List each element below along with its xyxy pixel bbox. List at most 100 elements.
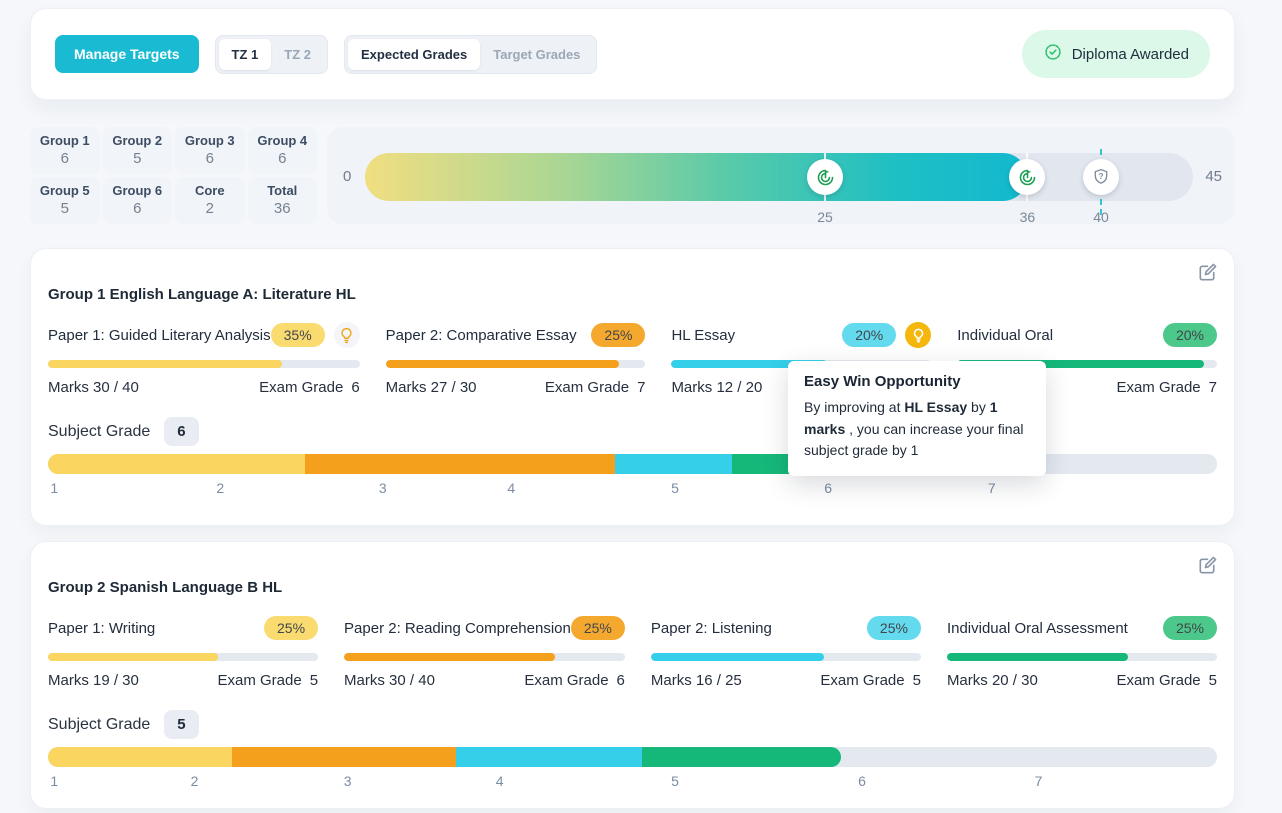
grade-scale-number: 2 — [216, 480, 225, 496]
papers-row: Paper 1: Writing 25% Marks 19 / 30 Exam … — [48, 614, 1217, 689]
grade-scale-segment-cyan — [455, 747, 642, 767]
summary-cell-value: 5 — [133, 150, 142, 167]
paper-name: Individual Oral — [957, 326, 1054, 344]
grade-scale-segment-orange — [305, 454, 615, 474]
grade-scale-segment-orange — [231, 747, 456, 767]
paper-block: Paper 1: Writing 25% Marks 19 / 30 Exam … — [48, 614, 319, 689]
grade-scale-labels: 1 2 3 4 5 6 7 — [48, 480, 1217, 498]
paper-block: Individual Oral Assessment 25% Marks 20 … — [946, 614, 1217, 689]
grade-mode-toggle: Expected Grades Target Grades — [344, 34, 598, 74]
tz-option-tz-2[interactable]: TZ 2 — [271, 39, 324, 70]
points-fill — [365, 153, 1028, 201]
grade-scale-number: 3 — [343, 773, 352, 789]
paper-name: HL Essay — [671, 326, 736, 344]
paper-footer: Marks 30 / 40 Exam Grade 6 — [48, 379, 360, 396]
grade-option-target-grades[interactable]: Target Grades — [480, 39, 593, 70]
summary-cell: Total 36 — [247, 177, 317, 224]
summary-cell-value: 6 — [278, 150, 287, 167]
paper-progress-track — [650, 653, 921, 661]
paper-footer: Marks 19 / 30 Exam Grade 5 — [48, 672, 318, 689]
summary-cell-value: 6 — [205, 150, 214, 167]
paper-exam-grade: Exam Grade 7 — [1116, 379, 1217, 396]
group-summary-grid: Group 1 6 Group 2 5 Group 3 6 Group 4 6 … — [30, 127, 317, 224]
marker-value-label: 25 — [817, 209, 833, 225]
paper-exam-grade: Exam Grade 6 — [259, 379, 360, 396]
paper-exam-grade: Exam Grade 6 — [524, 672, 625, 689]
paper-name: Paper 2: Reading Comprehension — [344, 619, 571, 637]
grade-scale-segment-yellow — [48, 747, 232, 767]
grade-scale-segment-track — [840, 747, 1217, 767]
subject-grade-badge: 6 — [164, 417, 199, 446]
paper-progress-fill — [946, 653, 1128, 661]
paper-marks: Marks 20 / 30 — [946, 672, 1038, 689]
paper-weight-badge: 25% — [866, 616, 921, 640]
subject-grade-row: Subject Grade 6 — [48, 417, 199, 446]
paper-exam-grade: Exam Grade 5 — [1116, 672, 1217, 689]
paper-marks: Marks 30 / 40 — [344, 672, 435, 689]
subject-title: Group 2 Spanish Language B HL — [48, 579, 283, 596]
paper-marks: Marks 30 / 40 — [48, 379, 139, 396]
shield-question-icon[interactable]: ? — [1083, 159, 1119, 195]
top-toolbar: Manage Targets TZ 1 TZ 2 Expected Grades T… — [30, 8, 1235, 100]
paper-header: Paper 2: Reading Comprehension 25% — [344, 614, 625, 642]
grade-scale-labels: 1 2 3 4 5 6 7 — [48, 773, 1217, 791]
grade-scale-number: 1 — [50, 773, 59, 789]
edit-subject-button[interactable] — [1194, 554, 1220, 580]
paper-progress-track — [385, 360, 646, 368]
summary-cell: Group 4 6 — [247, 127, 317, 174]
easy-win-tooltip: Easy Win Opportunity By improving at HL … — [788, 361, 1046, 477]
paper-name: Paper 1: Writing — [48, 619, 156, 637]
paper-progress-track — [946, 653, 1217, 661]
tz-option-tz-1[interactable]: TZ 1 — [218, 38, 272, 70]
paper-header: Paper 2: Comparative Essay 25% — [386, 321, 646, 349]
paper-progress-fill — [48, 360, 282, 368]
grade-scale-number: 6 — [858, 773, 866, 789]
grade-scale-number: 2 — [190, 773, 199, 789]
grade-scale-number: 5 — [671, 773, 679, 789]
lightbulb-icon[interactable] — [905, 322, 932, 348]
paper-footer: Marks 16 / 25 Exam Grade 5 — [651, 672, 921, 689]
goal-icon[interactable] — [1009, 159, 1046, 195]
summary-cell-value: 6 — [133, 200, 142, 217]
paper-weight-badge: 20% — [1162, 323, 1217, 347]
grade-scale-number: 6 — [824, 480, 832, 496]
paper-marks: Marks 19 / 30 — [48, 672, 139, 689]
subject-grade-label: Subject Grade — [48, 715, 151, 733]
points-min-label: 0 — [343, 168, 352, 185]
diploma-status-label: Diploma Awarded — [1071, 45, 1189, 63]
summary-cell: Group 3 6 — [175, 127, 245, 174]
paper-progress-fill — [650, 653, 824, 661]
paper-weight-badge: 25% — [1162, 616, 1217, 640]
paper-header: Paper 2: Listening 25% — [651, 614, 921, 642]
subject-card: Group 2 Spanish Language B HL Paper 1: W… — [30, 541, 1235, 809]
grade-scale-number: 7 — [1034, 773, 1043, 789]
paper-block: Paper 2: Comparative Essay 25% Marks 27 … — [385, 321, 646, 396]
paper-exam-grade: Exam Grade 5 — [217, 672, 319, 689]
paper-exam-grade: Exam Grade 7 — [544, 379, 646, 396]
diploma-status-badge: Diploma Awarded — [1021, 30, 1210, 78]
paper-progress-fill — [957, 360, 1204, 368]
goal-icon[interactable] — [807, 159, 843, 195]
lightbulb-icon[interactable] — [333, 322, 360, 348]
summary-cell-label: Group 3 — [184, 133, 235, 148]
paper-footer: Marks 20 / 30 Exam Grade 5 — [947, 672, 1217, 689]
summary-cell-label: Group 2 — [112, 133, 163, 148]
paper-header: Paper 1: Writing 25% — [48, 614, 319, 642]
paper-name: Paper 1: Guided Literary Analysis — [48, 326, 271, 344]
paper-progress-track — [344, 653, 625, 661]
grade-scale-number: 3 — [378, 480, 387, 496]
summary-cell-label: Core — [194, 183, 225, 198]
grade-scale-number: 4 — [507, 480, 516, 496]
paper-weight-badge: 25% — [570, 616, 625, 640]
grade-scale-segment-yellow — [48, 454, 306, 474]
manage-targets-button[interactable]: Manage Targets — [55, 35, 199, 73]
subject-grade-label: Subject Grade — [48, 422, 151, 440]
edit-subject-button[interactable] — [1194, 261, 1220, 287]
grade-option-expected-grades[interactable]: Expected Grades — [348, 38, 481, 70]
paper-footer: Marks 30 / 40 Exam Grade 6 — [344, 672, 625, 689]
check-seal-icon — [1043, 42, 1063, 66]
summary-cell: Group 2 5 — [102, 127, 172, 174]
summary-cell-value: 6 — [60, 150, 69, 167]
subject-title: Group 1 English Language A: Literature H… — [48, 286, 356, 303]
